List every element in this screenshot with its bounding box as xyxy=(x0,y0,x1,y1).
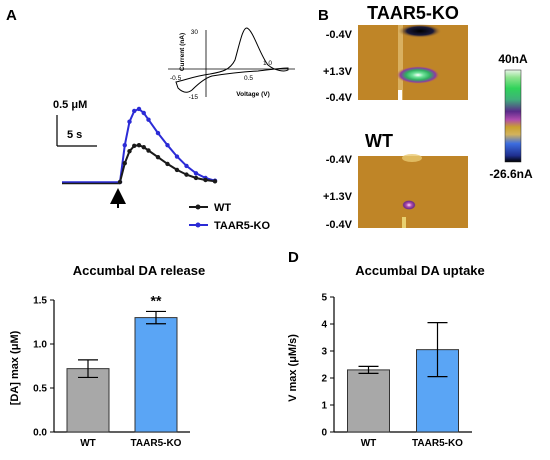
inset-ytick-bottom: -15 xyxy=(189,94,199,101)
wt-potential-top: -0.4V xyxy=(326,154,353,166)
inset-xtick-2: 0.5 xyxy=(244,75,253,82)
panel-label-d: D xyxy=(288,249,299,266)
chart-d-ytick-label: 3 xyxy=(321,347,327,358)
wt-point xyxy=(165,161,170,167)
ko-point xyxy=(174,154,180,159)
inset-ylabel: Current (nA) xyxy=(179,33,186,71)
chart-c-plot: 0.0 0.5 1.0 1.5 WT TAAR5-KO ** xyxy=(33,292,190,449)
panel-c: Accumbal DA release [DA] max (μM) 0.0 0.5… xyxy=(9,263,205,449)
legend-taar5-ko: TAAR5-KO xyxy=(214,220,270,232)
wt-point xyxy=(212,179,218,184)
chart-c-category-label: TAAR5-KO xyxy=(131,438,182,449)
chart-c-ylabel: [DA] max (μM) xyxy=(9,330,21,405)
panel-b: B TAAR5-KO -0.4V +1.3V -0.4V WT -0.4V +1… xyxy=(318,3,533,231)
trace-wt-markers xyxy=(117,142,218,185)
wt-point xyxy=(193,175,199,181)
chart-d-ytick-label: 5 xyxy=(321,293,327,304)
ko-potential-top: -0.4V xyxy=(326,29,353,41)
voltammogram-trace xyxy=(175,27,289,93)
legend-wt: WT xyxy=(214,202,231,214)
inset-xtick-3: 1.0 xyxy=(263,60,272,67)
panel-label-b: B xyxy=(318,7,329,24)
wt-point xyxy=(146,148,151,153)
inset-xlabel: Voltage (V) xyxy=(236,91,269,98)
inset-ytick-top: 30 xyxy=(191,29,199,36)
ko-point xyxy=(193,171,199,176)
inset-xtick-1: -0.5 xyxy=(170,75,182,82)
chart-c-bar-wt xyxy=(66,368,110,433)
chart-c-significance: ** xyxy=(151,292,162,308)
colorbar xyxy=(504,69,522,163)
chart-d-ylabel: V max (μM/s) xyxy=(287,334,299,402)
scale-bar-x-label: 5 s xyxy=(67,129,82,141)
chart-d-plot: 0 1 2 3 4 5 WT TAAR5-KO xyxy=(321,293,472,449)
ko-potential-mid: +1.3V xyxy=(323,66,353,78)
chart-c-title: Accumbal DA release xyxy=(73,263,205,278)
ko-point xyxy=(146,117,151,122)
wt-point xyxy=(141,144,146,150)
ko-potential-bottom: -0.4V xyxy=(326,92,353,104)
ko-point xyxy=(141,110,146,116)
wt-point xyxy=(127,148,132,154)
colorplot-title-ko: TAAR5-KO xyxy=(367,3,459,23)
panel-a: A 30 -15 -0.5 0.5 1.0 Voltage (V) Curren… xyxy=(6,7,295,232)
chart-c-ytick-label: 1.0 xyxy=(33,340,47,351)
ko-point xyxy=(122,142,127,148)
ko-point xyxy=(155,130,161,136)
colorplot-ko xyxy=(358,24,468,100)
chart-d-ytick-label: 4 xyxy=(321,320,327,331)
chart-d-ytick-label: 2 xyxy=(321,374,327,385)
chart-d-category-label: WT xyxy=(361,438,377,449)
scale-bar: 0.5 μM 5 s xyxy=(53,99,97,147)
wt-potential-mid: +1.3V xyxy=(323,191,353,203)
ko-point xyxy=(127,119,132,124)
wt-point xyxy=(122,161,127,166)
chart-d-ytick-label: 1 xyxy=(321,401,327,412)
wt-point xyxy=(117,179,123,185)
ko-point xyxy=(165,142,170,148)
chart-d-title: Accumbal DA uptake xyxy=(355,263,485,278)
ko-point xyxy=(184,163,189,169)
wt-potential-bottom: -0.4V xyxy=(326,219,353,231)
colorplot-title-wt: WT xyxy=(365,131,393,151)
colorbar-max-label: 40nA xyxy=(498,52,528,66)
colorbar-min-label: -26.6nA xyxy=(489,167,533,181)
chart-c-bar-taar5-ko xyxy=(134,317,178,433)
chart-c-category-label: WT xyxy=(80,438,96,449)
chart-c-ytick-label: 1.5 xyxy=(33,296,47,307)
colorplot-wt xyxy=(358,154,468,228)
chart-d-category-label: TAAR5-KO xyxy=(412,438,463,449)
chart-d-bar-wt xyxy=(347,369,390,433)
chart-c-ytick-label: 0.5 xyxy=(33,384,47,395)
chart-c-ytick-label: 0.0 xyxy=(33,428,47,439)
wt-point xyxy=(184,172,189,177)
ko-point xyxy=(132,108,137,114)
inset-voltammogram: 30 -15 -0.5 0.5 1.0 Voltage (V) Current … xyxy=(168,27,295,101)
wt-point xyxy=(136,142,142,148)
wt-point xyxy=(203,177,208,183)
scale-bar-y-label: 0.5 μM xyxy=(53,99,87,111)
legend: WT TAAR5-KO xyxy=(189,202,270,232)
wt-point xyxy=(132,143,137,149)
chart-d-ytick-label: 0 xyxy=(321,428,327,439)
wt-point xyxy=(174,167,180,173)
panel-d: D Accumbal DA uptake V max (μM/s) 0 1 2 3 4 5… xyxy=(287,249,485,449)
wt-point xyxy=(155,155,161,160)
panel-label-a: A xyxy=(6,7,17,24)
ko-point xyxy=(136,106,142,112)
